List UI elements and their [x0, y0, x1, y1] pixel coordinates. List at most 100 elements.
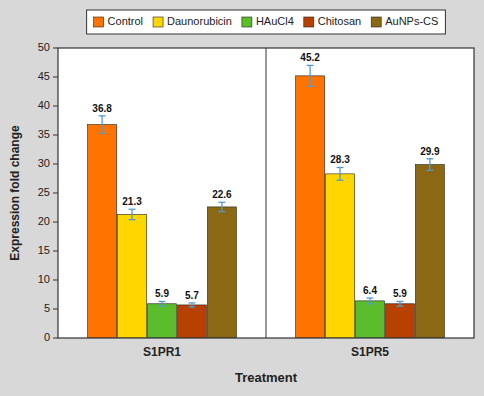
legend-swatch	[371, 17, 381, 27]
error-cap	[367, 303, 374, 304]
x-tick-label: S1PR5	[351, 345, 389, 359]
data-label: 5.7	[185, 290, 199, 301]
error-line	[131, 209, 132, 219]
y-tick-label: 25	[38, 186, 50, 198]
error-line	[161, 301, 162, 306]
data-label: 5.9	[155, 288, 169, 299]
bar	[148, 304, 177, 338]
y-tick	[53, 280, 58, 281]
error-bar	[99, 116, 106, 133]
bar	[326, 174, 355, 338]
x-tick-label: S1PR1	[143, 345, 181, 359]
error-line	[399, 301, 400, 306]
y-tick	[53, 106, 58, 107]
data-label: 22.6	[212, 189, 232, 200]
error-line	[369, 298, 370, 304]
y-tick	[53, 222, 58, 223]
frame	[58, 48, 474, 338]
error-cap	[396, 301, 403, 302]
error-line	[309, 65, 310, 86]
error-cap	[337, 180, 344, 181]
y-tick-label: 20	[38, 215, 50, 227]
y-tick	[53, 193, 58, 194]
error-bar	[426, 159, 433, 171]
error-cap	[307, 86, 314, 87]
data-label: 5.9	[393, 288, 407, 299]
y-tick	[53, 338, 58, 339]
error-cap	[188, 302, 195, 303]
y-tick-label: 5	[44, 302, 50, 314]
plot-area	[58, 48, 474, 338]
legend-label: Control	[108, 15, 143, 27]
data-labels: 36.8 45.2 21.3 28.3 5.9 6.4 5.7 5.9 22.6 29.9	[92, 52, 440, 301]
error-cap	[337, 167, 344, 168]
error-cap	[218, 202, 225, 203]
error-line	[221, 202, 222, 211]
error-bar	[367, 298, 374, 304]
data-label: 36.8	[92, 103, 112, 114]
chart: 0 5 10 15 20 25 30 35 40 45 50 36.8 45.2 21.3 28.3 5.9 6…	[0, 0, 484, 396]
y-tick	[53, 164, 58, 165]
y-axis-label: Expression fold change	[8, 125, 22, 261]
y-tick-label: 10	[38, 273, 50, 285]
error-cap	[426, 158, 433, 159]
error-bar	[129, 209, 136, 219]
data-label: 45.2	[300, 52, 320, 63]
error-line	[339, 167, 340, 180]
y-tick-label: 50	[38, 41, 50, 53]
bar	[415, 165, 444, 338]
data-label: 29.9	[420, 146, 440, 157]
bar	[88, 125, 117, 338]
error-bar	[307, 65, 314, 86]
error-bar	[396, 301, 403, 306]
bar	[118, 214, 147, 338]
error-cap	[218, 211, 225, 212]
error-cap	[188, 306, 195, 307]
legend-swatch	[242, 17, 252, 27]
error-cap	[129, 219, 136, 220]
error-bar	[188, 303, 195, 307]
error-cap	[307, 65, 314, 66]
legend-label: Daunorubicin	[167, 15, 232, 27]
error-line	[429, 159, 430, 171]
y-tick	[53, 135, 58, 136]
bar	[356, 301, 385, 338]
error-bar	[218, 202, 225, 211]
error-line	[101, 116, 102, 133]
legend-swatch	[94, 17, 104, 27]
y-tick-label: 0	[44, 331, 50, 343]
group-separator	[266, 48, 267, 338]
error-cap	[159, 301, 166, 302]
bar	[385, 304, 414, 338]
data-label: 21.3	[122, 196, 142, 207]
y-tick-label: 30	[38, 157, 50, 169]
y-tick-label: 35	[38, 128, 50, 140]
data-label: 6.4	[363, 285, 377, 296]
data-label: 28.3	[330, 154, 350, 165]
y-tick	[53, 48, 58, 49]
bars	[88, 65, 445, 338]
y-tick	[53, 309, 58, 310]
y-tick-label: 15	[38, 244, 50, 256]
error-cap	[367, 297, 374, 298]
y-tick-label: 40	[38, 99, 50, 111]
legend-label: AuNPs-CS	[385, 15, 438, 27]
legend-swatch	[304, 17, 314, 27]
y-tick	[53, 77, 58, 78]
legend-label: Chitosan	[318, 15, 361, 27]
bar	[177, 305, 206, 338]
bar	[296, 76, 325, 338]
x-axis-label: Treatment	[235, 370, 298, 385]
legend: Control Daunorubicin HAuCl4 Chitosan AuNPs-C…	[87, 10, 446, 34]
legend-swatch	[153, 17, 163, 27]
y-tick	[53, 251, 58, 252]
y-tick-label: 45	[38, 70, 50, 82]
bar	[207, 207, 236, 338]
legend-frame	[87, 10, 446, 34]
error-cap	[426, 170, 433, 171]
error-cap	[396, 305, 403, 306]
error-cap	[129, 209, 136, 210]
error-cap	[99, 133, 106, 134]
legend-label: HAuCl4	[256, 15, 294, 27]
error-cap	[159, 305, 166, 306]
